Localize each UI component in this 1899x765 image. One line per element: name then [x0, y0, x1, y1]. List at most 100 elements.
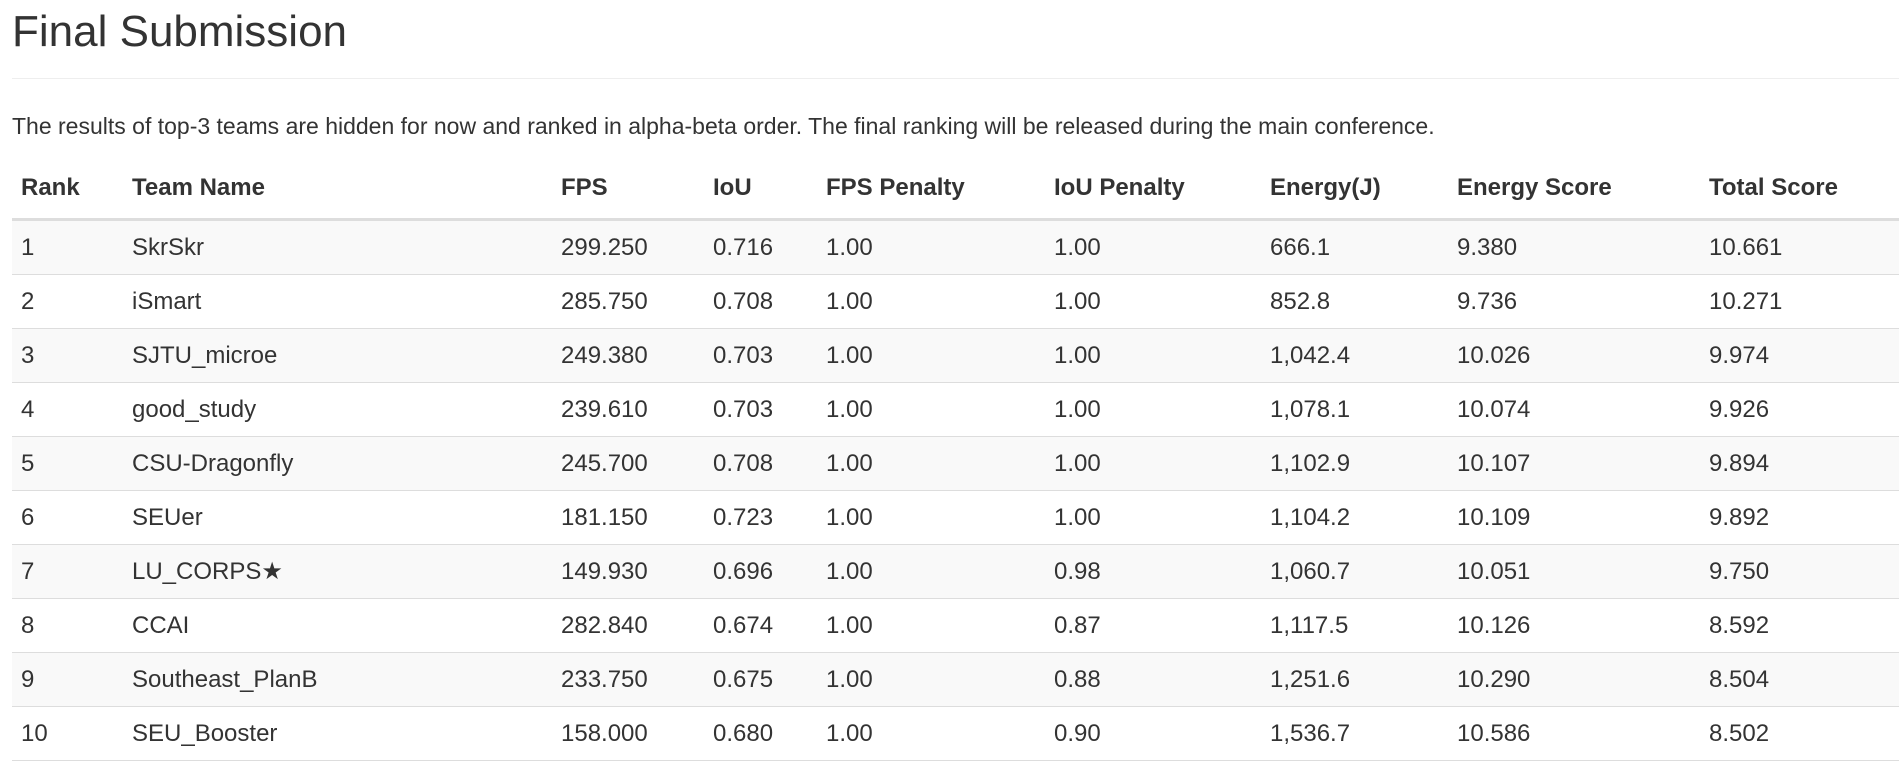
- table-row: 1 SkrSkr 299.250 0.716 1.00 1.00 666.1 9.380 10.…: [12, 219, 1899, 275]
- total-score-cell: 9.894: [1700, 436, 1899, 491]
- fps-cell: 158.000: [552, 706, 704, 761]
- fps-cell: 149.930: [552, 544, 704, 599]
- energy-score-cell: 10.051: [1448, 544, 1700, 599]
- column-header-iou: IoU: [704, 158, 817, 221]
- total-score-cell: 9.974: [1700, 328, 1899, 383]
- energy-score-cell: 10.026: [1448, 328, 1700, 383]
- iou-cell: 0.703: [704, 328, 817, 383]
- iou-penalty-cell: 1.00: [1045, 490, 1261, 545]
- iou-cell: 0.680: [704, 706, 817, 761]
- table-row: 3 SJTU_microe 249.380 0.703 1.00 1.00 1,042.4 1…: [12, 328, 1899, 383]
- rank-cell: 5: [12, 436, 123, 491]
- energy-cell: 1,042.4: [1261, 328, 1448, 383]
- total-score-cell: 9.892: [1700, 490, 1899, 545]
- iou-cell: 0.674: [704, 598, 817, 653]
- results-table: Rank Team Name FPS IoU FPS Penalty IoU P…: [12, 158, 1899, 761]
- iou-cell: 0.716: [704, 219, 817, 275]
- fps-cell: 181.150: [552, 490, 704, 545]
- team-name-cell: SEUer: [123, 490, 552, 545]
- column-header-team-name: Team Name: [123, 158, 552, 221]
- iou-penalty-cell: 0.98: [1045, 544, 1261, 599]
- energy-score-cell: 10.074: [1448, 382, 1700, 437]
- energy-score-cell: 10.586: [1448, 706, 1700, 761]
- rank-cell: 10: [12, 706, 123, 761]
- iou-cell: 0.675: [704, 652, 817, 707]
- energy-score-cell: 9.736: [1448, 274, 1700, 329]
- rank-cell: 2: [12, 274, 123, 329]
- page-title: Final Submission: [12, 7, 348, 56]
- fps-penalty-cell: 1.00: [817, 219, 1045, 275]
- fps-cell: 249.380: [552, 328, 704, 383]
- iou-penalty-cell: 1.00: [1045, 274, 1261, 329]
- fps-penalty-cell: 1.00: [817, 490, 1045, 545]
- iou-penalty-cell: 0.88: [1045, 652, 1261, 707]
- table-row: 2 iSmart 285.750 0.708 1.00 1.00 852.8 9.736 10.…: [12, 274, 1899, 329]
- fps-cell: 245.700: [552, 436, 704, 491]
- energy-cell: 1,102.9: [1261, 436, 1448, 491]
- column-header-iou-penalty: IoU Penalty: [1045, 158, 1261, 221]
- iou-cell: 0.708: [704, 274, 817, 329]
- team-name-cell: SEU_Booster: [123, 706, 552, 761]
- total-score-cell: 9.926: [1700, 382, 1899, 437]
- column-header-total-score: Total Score: [1700, 158, 1899, 221]
- iou-penalty-cell: 0.87: [1045, 598, 1261, 653]
- column-header-fps-penalty: FPS Penalty: [817, 158, 1045, 221]
- total-score-cell: 8.592: [1700, 598, 1899, 653]
- fps-penalty-cell: 1.00: [817, 544, 1045, 599]
- total-score-cell: 9.750: [1700, 544, 1899, 599]
- table-row: 8 CCAI 282.840 0.674 1.00 0.87 1,117.5 10.126 8.…: [12, 598, 1899, 653]
- rank-cell: 6: [12, 490, 123, 545]
- iou-cell: 0.708: [704, 436, 817, 491]
- team-name-cell: CCAI: [123, 598, 552, 653]
- table-row: 4 good_study 239.610 0.703 1.00 1.00 1,078.1 10…: [12, 382, 1899, 437]
- energy-score-cell: 10.109: [1448, 490, 1700, 545]
- table-body: 1 SkrSkr 299.250 0.716 1.00 1.00 666.1 9.380 10.…: [12, 219, 1899, 761]
- rank-cell: 8: [12, 598, 123, 653]
- fps-penalty-cell: 1.00: [817, 652, 1045, 707]
- energy-cell: 852.8: [1261, 274, 1448, 329]
- energy-cell: 1,060.7: [1261, 544, 1448, 599]
- fps-penalty-cell: 1.00: [817, 382, 1045, 437]
- iou-cell: 0.696: [704, 544, 817, 599]
- total-score-cell: 10.661: [1700, 219, 1899, 275]
- table-row: 9 Southeast_PlanB 233.750 0.675 1.00 0.88 1,25…: [12, 652, 1899, 707]
- team-name-cell: SJTU_microe: [123, 328, 552, 383]
- column-header-energy: Energy(J): [1261, 158, 1448, 221]
- table-header-row: Rank Team Name FPS IoU FPS Penalty IoU P…: [12, 158, 1899, 221]
- energy-cell: 1,078.1: [1261, 382, 1448, 437]
- rank-cell: 7: [12, 544, 123, 599]
- rank-cell: 9: [12, 652, 123, 707]
- team-name-cell: iSmart: [123, 274, 552, 329]
- table-row: 5 CSU-Dragonfly 245.700 0.708 1.00 1.00 1,102.…: [12, 436, 1899, 491]
- fps-cell: 299.250: [552, 219, 704, 275]
- energy-cell: 1,536.7: [1261, 706, 1448, 761]
- fps-cell: 233.750: [552, 652, 704, 707]
- team-name-cell: Southeast_PlanB: [123, 652, 552, 707]
- energy-cell: 1,104.2: [1261, 490, 1448, 545]
- energy-score-cell: 9.380: [1448, 219, 1700, 275]
- energy-score-cell: 10.126: [1448, 598, 1700, 653]
- column-header-fps: FPS: [552, 158, 704, 221]
- table-row: 10 SEU_Booster 158.000 0.680 1.00 0.90 1,536.7…: [12, 706, 1899, 761]
- iou-penalty-cell: 1.00: [1045, 382, 1261, 437]
- column-header-rank: Rank: [12, 158, 123, 221]
- team-name-cell: good_study: [123, 382, 552, 437]
- fps-penalty-cell: 1.00: [817, 328, 1045, 383]
- team-name-cell: CSU-Dragonfly: [123, 436, 552, 491]
- fps-penalty-cell: 1.00: [817, 274, 1045, 329]
- iou-penalty-cell: 1.00: [1045, 219, 1261, 275]
- iou-penalty-cell: 1.00: [1045, 436, 1261, 491]
- table-row: 7 LU_CORPS★ 149.930 0.696 1.00 0.98 1,060.7 10.…: [12, 544, 1899, 599]
- total-score-cell: 8.502: [1700, 706, 1899, 761]
- rank-cell: 4: [12, 382, 123, 437]
- total-score-cell: 10.271: [1700, 274, 1899, 329]
- iou-cell: 0.703: [704, 382, 817, 437]
- iou-penalty-cell: 0.90: [1045, 706, 1261, 761]
- intro-text: The results of top-3 teams are hidden fo…: [12, 113, 1435, 139]
- fps-penalty-cell: 1.00: [817, 706, 1045, 761]
- column-header-energy-score: Energy Score: [1448, 158, 1700, 221]
- title-divider: [12, 78, 1899, 79]
- fps-penalty-cell: 1.00: [817, 436, 1045, 491]
- table-row: 6 SEUer 181.150 0.723 1.00 1.00 1,104.2 10.109 9…: [12, 490, 1899, 545]
